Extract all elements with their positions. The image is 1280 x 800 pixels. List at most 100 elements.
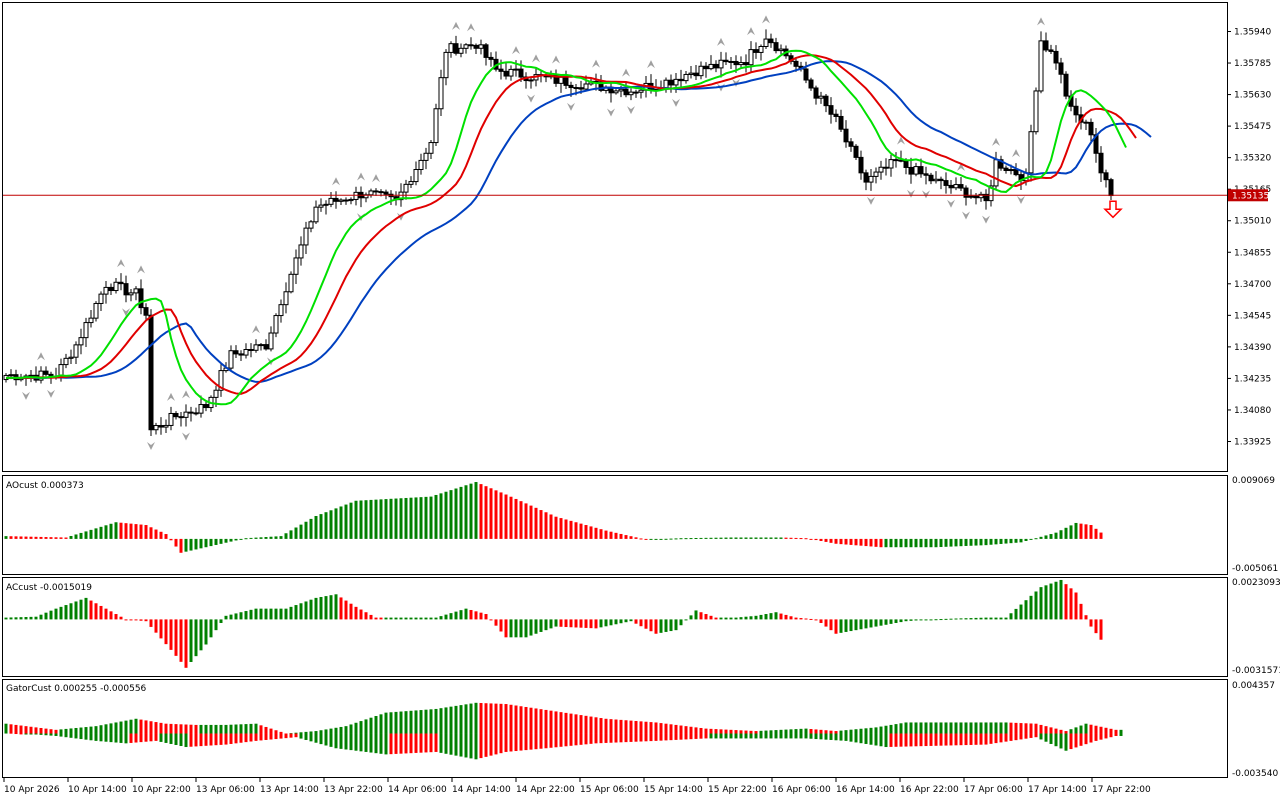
ao-bar bbox=[399, 498, 403, 539]
gator-lower-bar bbox=[134, 733, 138, 743]
gator-lower-bar bbox=[399, 733, 403, 754]
gator-upper-bar bbox=[234, 724, 238, 734]
gator-lower-bar bbox=[974, 733, 978, 745]
gator-lower-bar bbox=[159, 733, 163, 742]
gator-lower-bar bbox=[194, 733, 198, 747]
gator-upper-bar bbox=[1019, 723, 1023, 734]
gator-lower-bar bbox=[744, 733, 748, 739]
gator-lower-bar bbox=[889, 733, 893, 747]
ao-bar bbox=[564, 519, 568, 539]
ao-bar bbox=[34, 536, 38, 539]
bear-candle-body bbox=[1043, 40, 1049, 51]
gator-upper-bar bbox=[634, 720, 638, 734]
ao-bar bbox=[784, 537, 788, 539]
ac-bar bbox=[659, 619, 663, 633]
time-label: 16 Apr 22:00 bbox=[900, 785, 959, 795]
main-chart-frame[interactable] bbox=[2, 2, 1228, 472]
gator-upper-bar bbox=[654, 722, 658, 734]
ac-bar bbox=[844, 619, 848, 632]
gator-lower-bar bbox=[554, 733, 558, 748]
ac-bar bbox=[259, 608, 263, 620]
gator-upper-bar bbox=[209, 724, 213, 734]
ac-bar bbox=[354, 606, 358, 620]
bull-candle-body bbox=[398, 191, 404, 201]
ao-bar bbox=[289, 530, 293, 539]
ac-bar bbox=[429, 617, 433, 620]
candle bbox=[63, 353, 69, 369]
fractal-up-icon bbox=[622, 68, 630, 77]
ao-bar bbox=[1044, 535, 1048, 539]
fractal-up-icon bbox=[762, 15, 770, 24]
candle bbox=[633, 89, 639, 98]
bull-candle-body bbox=[318, 204, 324, 208]
ao-bar bbox=[1094, 528, 1098, 539]
gator-lower-bar bbox=[1114, 733, 1118, 736]
ac-panel-label: ACcust -0.0015019 bbox=[6, 583, 92, 593]
candle bbox=[138, 279, 144, 315]
ao-panel-frame[interactable] bbox=[2, 475, 1228, 575]
gator-upper-bar bbox=[824, 730, 828, 734]
bear-candle-body bbox=[123, 283, 129, 296]
ac-bar bbox=[499, 619, 503, 632]
bear-candle-body bbox=[963, 187, 969, 198]
time-label: 14 Apr 06:00 bbox=[388, 785, 447, 795]
ao-bar bbox=[1074, 522, 1078, 539]
ao-bar bbox=[589, 526, 593, 539]
gator-lower-bar bbox=[154, 733, 158, 741]
time-label: 10 Apr 22:00 bbox=[132, 785, 191, 795]
ac-bar bbox=[424, 617, 428, 620]
gator-upper-bar bbox=[764, 730, 768, 734]
ao-bar bbox=[604, 530, 608, 539]
gator-lower-bar bbox=[864, 733, 868, 744]
ac-bar bbox=[24, 617, 28, 620]
candle bbox=[738, 56, 744, 69]
ao-bar bbox=[1029, 538, 1033, 540]
gator-upper-bar bbox=[134, 718, 138, 734]
gator-lower-bar bbox=[594, 733, 598, 744]
candle bbox=[723, 52, 729, 65]
bear-candle-body bbox=[633, 91, 639, 94]
ao-bar bbox=[894, 538, 898, 548]
gator-upper-bar bbox=[294, 732, 298, 734]
bear-candle-body bbox=[833, 113, 839, 117]
ao-bar bbox=[144, 525, 148, 539]
price-series bbox=[3, 15, 1227, 450]
ao-bar bbox=[269, 536, 273, 539]
ao-bar bbox=[359, 500, 363, 539]
gator-lower-bar bbox=[129, 733, 133, 743]
gator-upper-bar bbox=[244, 724, 248, 734]
ac-bar bbox=[674, 619, 678, 631]
gator-lower-bar bbox=[244, 733, 248, 743]
bull-candle-body bbox=[618, 88, 624, 92]
bear-candle-body bbox=[908, 166, 914, 175]
candle bbox=[713, 60, 719, 73]
ao-bottom-label: -0.005061 bbox=[1232, 564, 1278, 574]
ao-bar bbox=[659, 538, 663, 540]
candle bbox=[778, 44, 784, 55]
ao-bar bbox=[9, 536, 13, 539]
ao-bar bbox=[749, 537, 753, 539]
candle bbox=[668, 74, 674, 93]
candle bbox=[183, 404, 189, 427]
bull-candle-body bbox=[978, 193, 984, 199]
alligator-lips-line bbox=[6, 49, 1127, 406]
ao-bar bbox=[779, 537, 783, 539]
gator-upper-bar bbox=[869, 727, 873, 734]
ac-bar bbox=[59, 606, 63, 620]
ao-bar bbox=[754, 537, 758, 539]
gator-upper-bar bbox=[309, 731, 313, 734]
ac-bar bbox=[149, 619, 153, 627]
candle bbox=[343, 197, 349, 205]
gator-lower-bar bbox=[204, 733, 208, 746]
candle bbox=[948, 179, 954, 194]
alligator-jaw-line bbox=[6, 60, 1152, 383]
bear-candle-body bbox=[1098, 152, 1104, 174]
ac-bar bbox=[1004, 617, 1008, 620]
ac-bar bbox=[174, 619, 178, 656]
ao-bar bbox=[169, 538, 173, 541]
bear-candle-body bbox=[858, 156, 864, 174]
bull-candle-body bbox=[163, 424, 169, 428]
bear-candle-body bbox=[488, 56, 494, 60]
bull-candle-body bbox=[348, 198, 354, 202]
bull-candle-body bbox=[283, 291, 289, 306]
